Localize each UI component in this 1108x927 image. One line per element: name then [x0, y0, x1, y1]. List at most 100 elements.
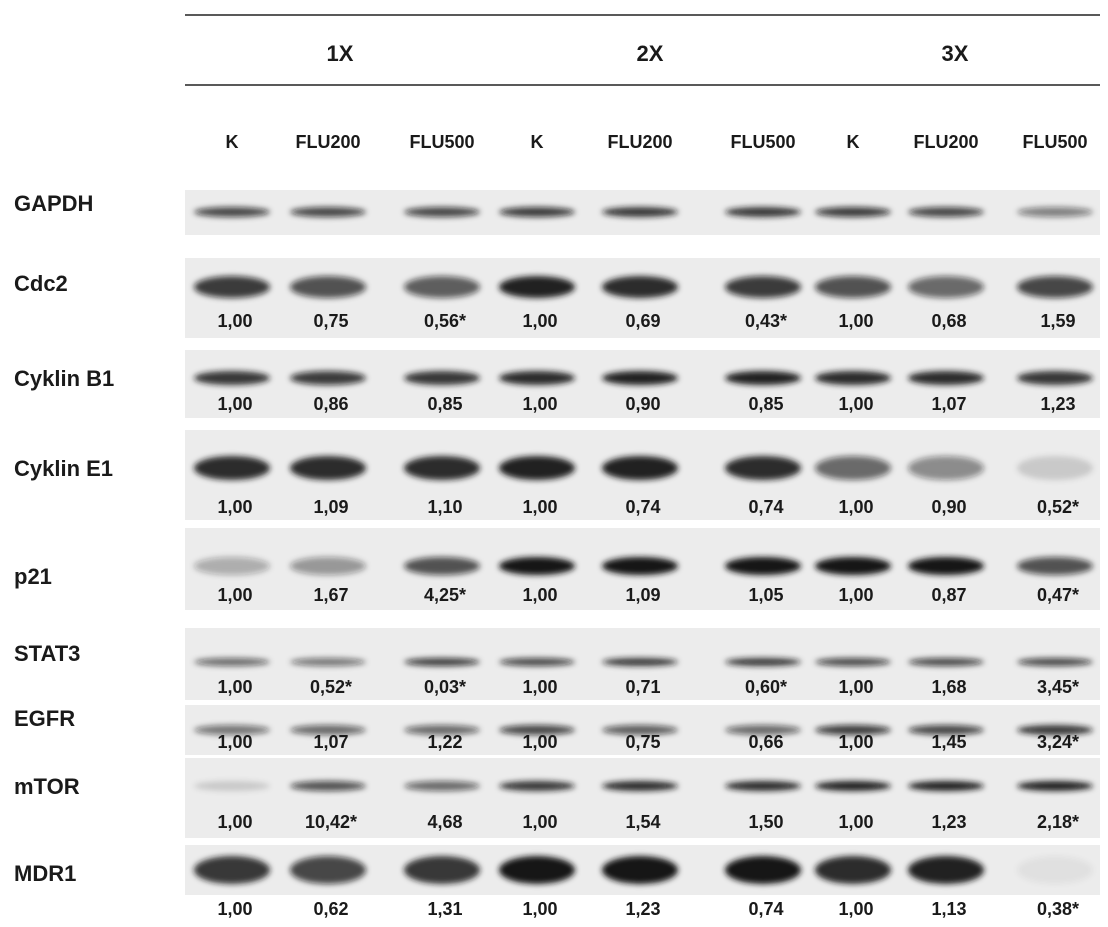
quant-value: 1,05: [748, 585, 783, 605]
quant-value: 1,00: [522, 812, 557, 832]
band: [815, 856, 891, 884]
quant-value: 1,00: [838, 732, 873, 752]
band: [499, 658, 575, 666]
band: [815, 207, 891, 217]
quant-value: 1,07: [313, 732, 348, 752]
quant-value: 4,25*: [424, 585, 466, 605]
band: [404, 456, 480, 480]
band: [815, 557, 891, 575]
quant-value: 1,68: [931, 677, 966, 697]
quant-value: 10,42*: [305, 812, 357, 832]
quant-value: 1,13: [931, 899, 966, 919]
band: [1017, 276, 1093, 298]
band: [1017, 557, 1093, 575]
band: [815, 658, 891, 666]
band: [499, 276, 575, 298]
band: [194, 207, 270, 217]
quant-value: 1,45: [931, 732, 966, 752]
quant-value: 1,00: [217, 585, 252, 605]
quant-value: 1,00: [838, 311, 873, 331]
quant-value: 1,59: [1040, 311, 1075, 331]
band: [908, 276, 984, 298]
band: [815, 456, 891, 480]
band: [602, 276, 678, 298]
quant-value: 1,00: [838, 812, 873, 832]
blot-figure: 1X2X3XKFLU200FLU500KFLU200FLU500KFLU200F…: [0, 0, 1108, 927]
row-label: MDR1: [14, 861, 76, 886]
lane-label: FLU200: [295, 132, 360, 152]
lane-label: K: [531, 132, 544, 152]
quant-value: 0,60*: [745, 677, 787, 697]
band: [602, 658, 678, 666]
quant-value: 0,86: [313, 394, 348, 414]
band: [725, 658, 801, 666]
quant-value: 1,00: [838, 585, 873, 605]
band: [499, 557, 575, 575]
band: [290, 276, 366, 298]
row-label: EGFR: [14, 706, 75, 731]
group-label: 2X: [637, 41, 664, 66]
lane-label: FLU500: [730, 132, 795, 152]
band: [194, 456, 270, 480]
quant-value: 1,09: [625, 585, 660, 605]
band: [1017, 781, 1093, 791]
band: [602, 371, 678, 385]
group-label: 1X: [327, 41, 354, 66]
quant-value: 1,00: [522, 311, 557, 331]
band: [290, 557, 366, 575]
band: [290, 207, 366, 217]
band: [725, 276, 801, 298]
band: [194, 557, 270, 575]
band: [404, 207, 480, 217]
row-label: Cyklin E1: [14, 456, 113, 481]
band: [1017, 456, 1093, 480]
band: [404, 557, 480, 575]
band: [815, 781, 891, 791]
quant-value: 2,18*: [1037, 812, 1079, 832]
band: [404, 856, 480, 884]
band: [194, 371, 270, 385]
row-label: GAPDH: [14, 191, 93, 216]
quant-value: 1,67: [313, 585, 348, 605]
quant-value: 0,38*: [1037, 899, 1079, 919]
band: [290, 781, 366, 791]
band: [1017, 371, 1093, 385]
band: [194, 856, 270, 884]
band: [908, 781, 984, 791]
quant-value: 1,22: [427, 732, 462, 752]
quant-value: 0,74: [748, 899, 783, 919]
band: [602, 781, 678, 791]
quant-value: 1,00: [522, 585, 557, 605]
quant-value: 0,56*: [424, 311, 466, 331]
band: [908, 557, 984, 575]
quant-value: 0,03*: [424, 677, 466, 697]
quant-value: 1,00: [217, 812, 252, 832]
band: [1017, 658, 1093, 666]
band: [499, 371, 575, 385]
band: [1017, 207, 1093, 217]
quant-value: 0,43*: [745, 311, 787, 331]
quant-value: 1,31: [427, 899, 462, 919]
quant-value: 3,24*: [1037, 732, 1079, 752]
lane-label: FLU500: [1022, 132, 1087, 152]
band: [725, 207, 801, 217]
quant-value: 0,87: [931, 585, 966, 605]
band: [602, 557, 678, 575]
band: [908, 658, 984, 666]
quant-value: 1,00: [838, 394, 873, 414]
band: [1017, 856, 1093, 884]
band: [499, 781, 575, 791]
band: [908, 207, 984, 217]
band: [725, 856, 801, 884]
quant-value: 0,47*: [1037, 585, 1079, 605]
band: [602, 856, 678, 884]
band: [290, 856, 366, 884]
lane-label: K: [226, 132, 239, 152]
quant-value: 1,00: [838, 497, 873, 517]
band: [725, 557, 801, 575]
quant-value: 0,52*: [310, 677, 352, 697]
band: [290, 456, 366, 480]
row-label: p21: [14, 564, 52, 589]
quant-value: 0,90: [625, 394, 660, 414]
band: [194, 781, 270, 791]
